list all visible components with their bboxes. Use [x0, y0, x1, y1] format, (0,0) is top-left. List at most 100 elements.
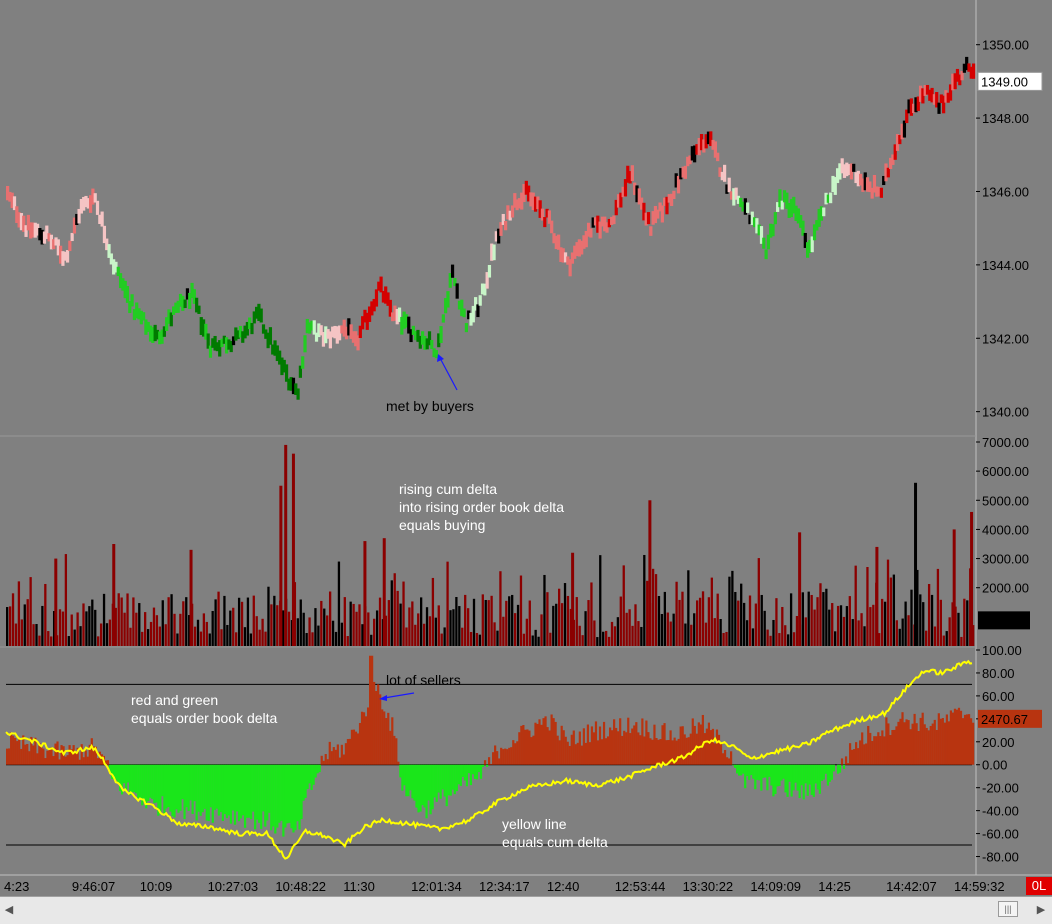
- order-book-delta-bar: [909, 729, 911, 765]
- order-book-delta-bar: [934, 720, 936, 765]
- order-book-delta-bar: [746, 765, 748, 776]
- order-book-delta-bar: [419, 765, 421, 812]
- order-book-delta-bar: [462, 765, 464, 777]
- volume-bar: [132, 597, 134, 646]
- volume-bar: [256, 616, 258, 646]
- volume-bar: [200, 632, 202, 646]
- delta-tick-label: 20.00: [982, 735, 1015, 750]
- volume-bar: [626, 613, 628, 646]
- order-book-delta-bar: [645, 721, 647, 765]
- volume-bar: [214, 599, 216, 646]
- volume-bar: [684, 624, 686, 646]
- order-book-delta-bar: [557, 736, 559, 765]
- volume-bar: [167, 597, 169, 646]
- order-book-delta-bar: [744, 765, 746, 789]
- volume-bar: [109, 620, 111, 646]
- price-brick: [504, 221, 507, 230]
- order-book-delta-bar: [260, 765, 262, 829]
- volume-bar: [940, 600, 942, 646]
- volume-bar: [206, 622, 208, 646]
- time-tick-label: 12:40: [547, 879, 580, 894]
- volume-bar: [232, 608, 234, 646]
- volume-bar: [85, 611, 87, 646]
- volume-bar: [587, 600, 589, 646]
- scroll-thumb[interactable]: |||: [998, 901, 1018, 917]
- order-book-delta-bar: [198, 765, 200, 812]
- volume-bar: [71, 614, 73, 646]
- order-book-delta-bar: [411, 765, 413, 799]
- order-book-delta-bar: [359, 723, 361, 765]
- volume-bar: [438, 605, 440, 646]
- volume-bar: [517, 605, 519, 646]
- price-brick: [488, 265, 491, 278]
- volume-bar: [408, 607, 410, 646]
- volume-bar: [29, 577, 31, 646]
- volume-bar: [529, 601, 531, 646]
- volume-bar: [828, 610, 830, 646]
- position-badge: 0L: [1026, 877, 1052, 895]
- order-book-delta-bar: [579, 732, 581, 765]
- order-book-delta-bar: [367, 707, 369, 764]
- volume-bar: [223, 596, 225, 646]
- volume-bar: [388, 600, 390, 646]
- volume-bar: [599, 555, 601, 646]
- volume-spike: [284, 445, 287, 646]
- scroll-left-icon[interactable]: ◀: [2, 902, 16, 918]
- order-book-delta-bar: [720, 743, 722, 765]
- order-book-delta-bar: [244, 765, 246, 828]
- order-book-delta-bar: [799, 765, 801, 798]
- volume-bar: [276, 605, 278, 646]
- volume-bar: [919, 594, 921, 646]
- order-book-delta-bar: [135, 765, 137, 794]
- order-book-delta-bar: [845, 756, 847, 764]
- order-book-delta-bar: [780, 765, 782, 781]
- order-book-delta-bar: [323, 761, 325, 765]
- order-book-delta-bar: [262, 765, 264, 812]
- volume-bar: [235, 632, 237, 646]
- volume-bar: [88, 606, 90, 646]
- order-book-delta-bar: [581, 746, 583, 765]
- order-book-delta-bar: [67, 755, 69, 765]
- order-book-delta-bar: [345, 743, 347, 765]
- order-book-delta-bar: [504, 749, 506, 765]
- scroll-right-icon[interactable]: ▶: [1034, 902, 1048, 918]
- volume-bar: [367, 612, 369, 646]
- volume-bar: [722, 633, 724, 646]
- volume-bar: [843, 617, 845, 646]
- price-brick: [822, 208, 825, 217]
- order-book-delta-bar: [637, 732, 639, 764]
- order-book-delta-bar: [409, 765, 411, 791]
- volume-bar: [300, 599, 302, 646]
- volume-bar: [664, 592, 666, 646]
- order-book-delta-bar: [325, 754, 327, 765]
- volume-bar: [781, 607, 783, 646]
- volume-bar: [443, 627, 445, 646]
- horizontal-scrollbar[interactable]: ◀ ||| ▶: [0, 896, 1052, 924]
- order-book-delta-bar: [930, 726, 932, 765]
- order-book-delta-bar: [518, 732, 520, 765]
- order-book-delta-bar: [895, 726, 897, 764]
- order-book-delta-bar: [831, 765, 833, 780]
- volume-bar: [209, 633, 211, 646]
- order-book-delta-bar: [224, 765, 226, 814]
- order-book-delta-bar: [889, 735, 891, 765]
- order-book-delta-bar: [738, 765, 740, 776]
- volume-bar: [593, 620, 595, 646]
- order-book-delta-bar: [476, 765, 478, 780]
- order-book-delta-bar: [214, 765, 216, 810]
- volume-bar: [890, 578, 892, 646]
- order-book-delta-bar: [284, 765, 286, 828]
- time-tick-label: 14:59:32: [954, 879, 1005, 894]
- price-tick-label: 1346.00: [982, 184, 1029, 199]
- volume-bar: [784, 625, 786, 646]
- volume-bar: [455, 597, 457, 646]
- volume-bar: [834, 631, 836, 646]
- order-book-delta-bar: [625, 732, 627, 764]
- volume-bar: [323, 609, 325, 646]
- order-book-delta-bar: [248, 765, 250, 818]
- order-book-delta-bar: [432, 765, 434, 810]
- volume-bar: [523, 634, 525, 646]
- price-brick: [829, 193, 832, 204]
- order-book-delta-bar: [911, 724, 913, 765]
- order-book-delta-bar: [321, 756, 323, 765]
